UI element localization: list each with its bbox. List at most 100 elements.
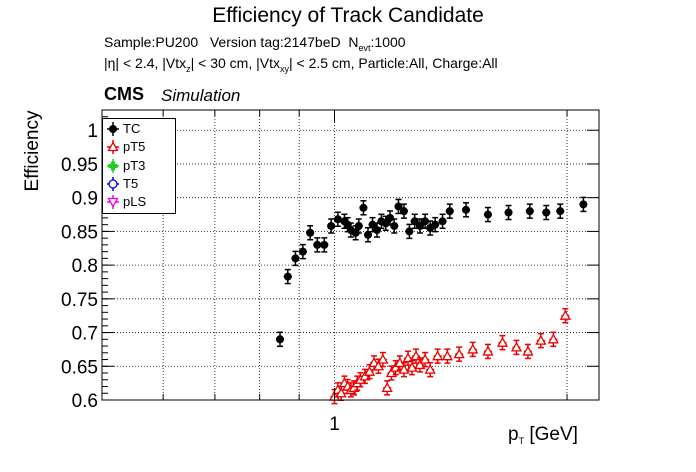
y-tick-label: 0.65	[61, 357, 98, 378]
data-point-pt5	[510, 341, 523, 352]
data-point-pt5	[398, 363, 410, 374]
legend-symbol	[108, 179, 118, 189]
legend-marker-tc	[107, 122, 119, 136]
legend-entry-pt5: pT5	[103, 138, 175, 156]
legend-label: T5	[123, 175, 139, 191]
cut-rest: | < 2.5 cm, Particle:All, Charge:All	[288, 55, 498, 71]
data-point-pt5	[363, 365, 376, 376]
data-point-pt5	[359, 370, 371, 381]
legend-label: pLS	[123, 194, 147, 210]
y-axis-label: Efficiency	[22, 110, 43, 192]
data-point-tc	[372, 226, 381, 235]
data-point-pt5	[453, 348, 465, 359]
data-point-tc	[354, 222, 363, 230]
cut-eta: |η| < 2.4, |Vtx	[104, 55, 187, 71]
data-point-tc	[298, 247, 307, 256]
data-point-pt5	[535, 334, 547, 345]
series-pt5	[328, 307, 571, 405]
data-point-tc	[421, 217, 430, 226]
y-tick-label: 0.9	[72, 189, 98, 210]
legend-entry-tc: TC	[103, 120, 175, 138]
y-tick-label: 0.6	[72, 391, 98, 412]
legend-entry-pt3: pT3	[103, 157, 175, 175]
data-point-tc	[333, 215, 342, 224]
data-point-tc	[415, 222, 424, 230]
data-point-tc	[313, 240, 322, 249]
cut-sub-xy: xy	[279, 64, 289, 74]
x-label-main: p	[508, 424, 519, 445]
data-point-pt5	[467, 343, 479, 354]
series-layer	[275, 196, 588, 405]
subtitle-cuts-line: |η| < 2.4, |Vtxz| < 30 cm, |Vtxxy| < 2.5…	[104, 55, 498, 74]
data-point-tc	[405, 227, 414, 236]
data-point-tc	[364, 230, 373, 239]
data-point-tc	[306, 228, 315, 237]
legend-symbol	[107, 141, 119, 152]
legend-marker-t5	[107, 176, 119, 191]
data-point-pt5	[406, 361, 418, 372]
data-point-tc	[556, 207, 565, 216]
legend-label: TC	[123, 121, 141, 136]
nevt-sub: evt	[358, 43, 371, 53]
data-point-pt5	[348, 382, 360, 393]
x-label-sub: T	[518, 436, 525, 446]
data-point-pt5	[335, 387, 347, 398]
legend-symbol	[107, 198, 119, 209]
nevt-prefix: N	[348, 34, 359, 50]
data-point-pt5	[522, 345, 534, 356]
cms-label: CMS	[104, 84, 144, 104]
data-point-tc	[291, 254, 300, 263]
legend-marker-pt5	[107, 140, 119, 155]
data-point-pt5	[424, 363, 436, 374]
y-tick-label: 0.75	[61, 290, 98, 311]
series-tc	[275, 196, 588, 348]
data-point-tc	[445, 207, 454, 216]
data-point-tc	[462, 205, 471, 214]
subtitle-sample-line: Sample:PU200 Version tag:2147beD Nevt:10…	[104, 34, 406, 53]
simulation-label: Simulation	[161, 86, 241, 105]
data-point-tc	[483, 210, 492, 219]
data-point-tc	[431, 220, 440, 229]
data-point-pt5	[482, 345, 494, 356]
y-tick-label: 0.95	[61, 155, 98, 176]
legend-symbol	[108, 161, 118, 171]
data-point-tc	[399, 207, 408, 216]
legend-label: pT5	[123, 139, 146, 155]
data-point-tc	[410, 217, 419, 226]
data-point-tc	[504, 208, 513, 217]
data-point-pt5	[381, 382, 393, 393]
legend-marker-pt3	[107, 158, 119, 173]
y-tick-label: 1	[87, 121, 98, 142]
data-point-tc	[386, 213, 395, 222]
legend: TC pT5 pT3 T5 pLS	[102, 118, 176, 214]
version-text: Version tag:2147beD	[209, 34, 341, 50]
data-point-tc	[438, 217, 447, 226]
data-point-tc	[542, 208, 551, 217]
data-point-pt5	[419, 353, 431, 364]
chart-title: Efficiency of Track Candidate	[212, 4, 484, 27]
data-point-pt5	[559, 309, 571, 320]
data-point-tc	[351, 228, 360, 237]
nevt-value: :1000	[370, 34, 406, 50]
y-tick-label: 0.8	[72, 256, 98, 277]
data-point-tc	[390, 222, 399, 230]
y-tick-label: 0.85	[61, 222, 98, 243]
x-tick-label: 1	[329, 414, 340, 435]
data-point-pt5	[372, 360, 385, 371]
data-point-tc	[579, 200, 588, 209]
plot-frame	[101, 109, 600, 401]
data-point-pt5	[432, 350, 444, 361]
x-axis-label: pT [GeV]	[508, 424, 578, 446]
legend-marker-pls	[107, 195, 119, 210]
data-point-tc	[275, 335, 284, 344]
x-label-unit: [GeV]	[524, 424, 578, 445]
data-point-pt5	[377, 353, 389, 364]
grid-lines	[101, 110, 599, 401]
sample-text: Sample:PU200	[104, 34, 199, 50]
cut-sub-z: z	[186, 64, 191, 74]
data-point-tc	[327, 222, 336, 230]
legend-symbol	[109, 125, 117, 133]
data-point-tc	[359, 203, 368, 212]
legend-entry-pls: pLS	[103, 193, 175, 211]
